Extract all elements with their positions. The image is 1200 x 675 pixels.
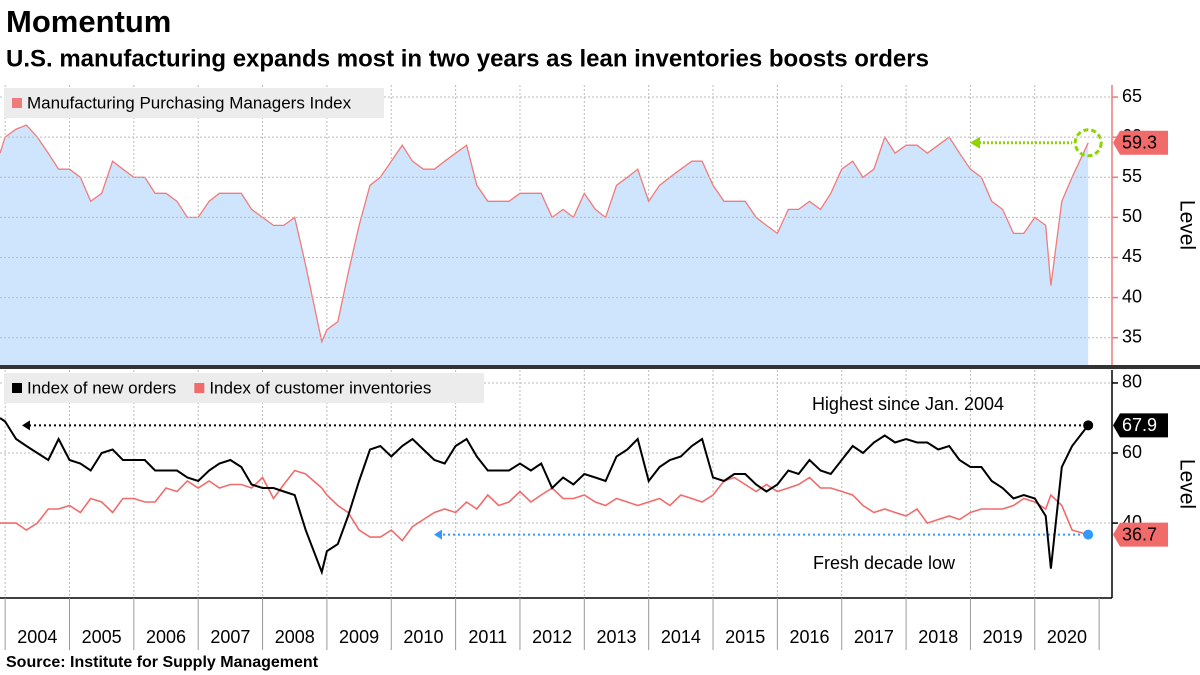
area-fill xyxy=(0,125,1089,365)
chart-title: Momentum xyxy=(6,4,171,39)
y-tick-label: 50 xyxy=(1122,206,1142,226)
x-tick-label: 2016 xyxy=(790,627,830,647)
legend-box xyxy=(4,373,484,403)
legend-label: Index of customer inventories xyxy=(209,378,431,397)
x-tick-label: 2005 xyxy=(82,627,122,647)
x-tick-label: 2007 xyxy=(210,627,250,647)
x-tick-label: 2004 xyxy=(17,627,57,647)
series-line xyxy=(0,124,1089,344)
y-tick-label: 60 xyxy=(1122,442,1142,462)
panel-divider xyxy=(0,365,1200,369)
end-dot xyxy=(1083,420,1094,431)
x-tick-label: 2009 xyxy=(339,627,379,647)
chart-subtitle: U.S. manufacturing expands most in two y… xyxy=(6,45,929,72)
y-tick-label: 65 xyxy=(1122,86,1142,106)
x-tick-label: 2015 xyxy=(725,627,765,647)
legend-swatch xyxy=(12,383,22,393)
series-line xyxy=(0,417,1089,576)
x-tick-label: 2013 xyxy=(596,627,636,647)
x-tick-label: 2014 xyxy=(661,627,701,647)
arrow-head xyxy=(22,420,30,431)
legend-label: Manufacturing Purchasing Managers Index xyxy=(27,93,352,112)
annotation: Fresh decade low xyxy=(813,553,956,573)
x-tick-label: 2008 xyxy=(275,627,315,647)
y-tick-label: 35 xyxy=(1122,326,1142,346)
y-axis-label: Level xyxy=(1175,200,1198,250)
y-tick-label: 40 xyxy=(1122,286,1142,306)
x-tick-label: 2010 xyxy=(403,627,443,647)
x-tick-label: 2018 xyxy=(918,627,958,647)
annotation: Highest since Jan. 2004 xyxy=(812,394,1004,414)
legend-box xyxy=(4,88,384,118)
x-tick-label: 2020 xyxy=(1047,627,1087,647)
value-label-box xyxy=(1113,522,1168,547)
value-label-box xyxy=(1113,413,1168,438)
y-tick-label: 55 xyxy=(1122,166,1142,186)
legend-swatch xyxy=(12,98,22,108)
arrow-head xyxy=(970,136,980,149)
y-tick-label: 45 xyxy=(1122,246,1142,266)
value-label: 59.3 xyxy=(1122,133,1157,153)
arrow-head xyxy=(434,529,442,540)
x-tick-label: 2019 xyxy=(983,627,1023,647)
value-label: 36.7 xyxy=(1122,524,1157,544)
x-tick-label: 2006 xyxy=(146,627,186,647)
value-label-box xyxy=(1113,130,1168,155)
legend-label: Index of new orders xyxy=(27,378,176,397)
source-note: Source: Institute for Supply Management xyxy=(6,654,319,671)
y-axis-label: Level xyxy=(1175,459,1198,509)
y-tick-label: 80 xyxy=(1122,372,1142,392)
highlight-circle xyxy=(1073,128,1103,158)
value-label: 67.9 xyxy=(1122,415,1157,435)
end-dot xyxy=(1083,529,1094,540)
legend-swatch xyxy=(194,383,205,393)
x-tick-label: 2012 xyxy=(532,627,572,647)
x-tick-label: 2011 xyxy=(468,627,507,647)
series-line xyxy=(0,469,1089,542)
x-tick-label: 2017 xyxy=(854,627,894,647)
